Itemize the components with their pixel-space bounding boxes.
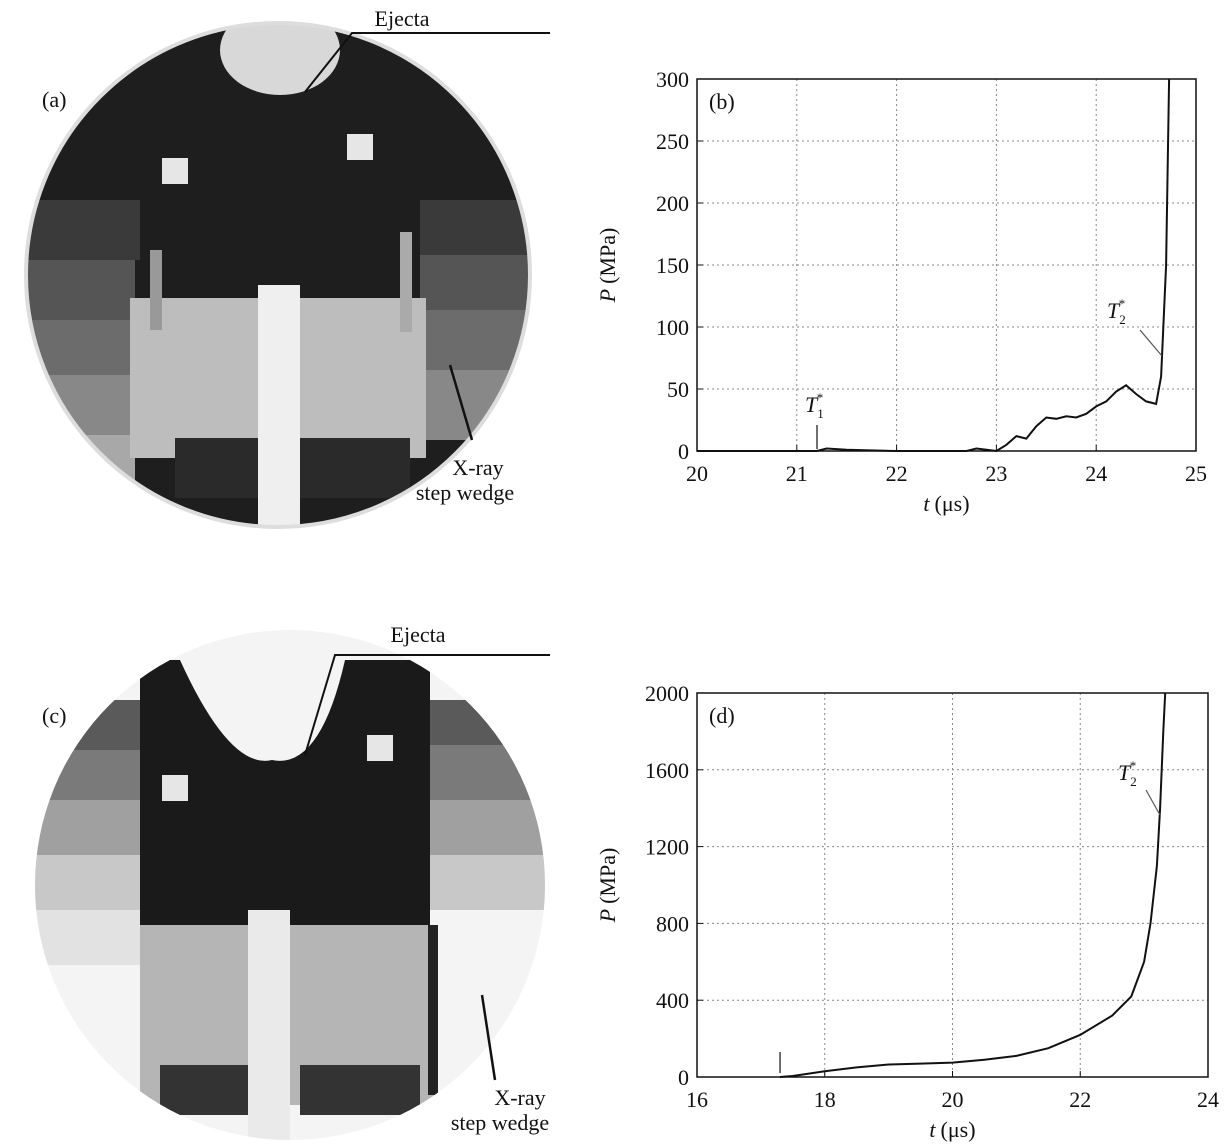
y-tick-label: 250 [656, 129, 689, 154]
annotation-sub: 2 [1119, 312, 1126, 327]
x-tick-label: 24 [1085, 461, 1107, 486]
annotation: step wedge [416, 480, 514, 505]
x-tick-label: 20 [942, 1087, 964, 1112]
annotation: T1* [805, 390, 824, 421]
x-tick-label: 18 [814, 1087, 836, 1112]
y-tick-label: 50 [667, 377, 689, 402]
annotation-sup: * [1119, 296, 1126, 311]
axis-unit: (μs) [941, 1117, 976, 1142]
axis-unit: (MPa) [595, 228, 620, 284]
x-tick-label: 20 [686, 461, 708, 486]
leader [480, 994, 497, 1081]
panel-label: (b) [709, 89, 735, 114]
y-tick-label: 100 [656, 315, 689, 340]
plot-frame [696, 692, 1209, 1078]
axis-symbol: t [923, 491, 930, 516]
chart: 16 18 20 22 24 0 400 800 1200 1600 2000 t (μs) P (MPa)… [595, 681, 1219, 1142]
annotation-sup: * [1130, 758, 1137, 773]
axis-symbol: P [595, 289, 620, 303]
x-tick-label: 22 [886, 461, 908, 486]
axis-symbol: t [929, 1117, 936, 1142]
panel-label: (d) [709, 703, 735, 728]
panel-label: (c) [42, 703, 66, 728]
annotation-arrow [1145, 789, 1161, 816]
y-tick-label: 1200 [645, 835, 689, 860]
annotation-arrow [1139, 329, 1163, 357]
y-tick-label: 300 [656, 67, 689, 92]
y-tick-label: 200 [656, 191, 689, 216]
annotation: X-ray [494, 1085, 545, 1110]
y-tick-label: 1600 [645, 758, 689, 783]
annotation-sub: 1 [817, 406, 824, 421]
axis-title: P (MPa) [595, 848, 620, 924]
y-tick-label: 0 [678, 1065, 689, 1090]
leader [448, 364, 474, 441]
radiograph-c [35, 630, 545, 1140]
annotation: T2* [1107, 296, 1126, 327]
annotation: T2* [1118, 758, 1137, 789]
y-tick-label: 150 [656, 253, 689, 278]
panel-label: (a) [42, 87, 66, 112]
annotation-sub: 2 [1130, 774, 1137, 789]
x-tick-label: 25 [1185, 461, 1207, 486]
y-tick-label: 800 [656, 911, 689, 936]
axis-symbol: P [595, 909, 620, 923]
x-tick-label: 23 [985, 461, 1007, 486]
annotation-symbol: T [1118, 760, 1132, 785]
annotation: X-ray [452, 455, 503, 480]
axis-unit: (μs) [935, 491, 970, 516]
y-tick-label: 0 [678, 439, 689, 464]
x-tick-label: 16 [686, 1087, 708, 1112]
axis-title: t (μs) [923, 491, 969, 516]
axis-title: t (μs) [929, 1117, 975, 1142]
annotation: Ejecta [375, 6, 430, 31]
annotation: Ejecta [391, 622, 446, 647]
annotation-symbol: T [1107, 298, 1121, 323]
plot-frame [696, 78, 1197, 452]
data-line [697, 78, 1171, 453]
axis-title: P (MPa) [595, 228, 620, 304]
leader [304, 32, 550, 93]
annotation-sup: * [817, 390, 824, 405]
x-tick-label: 21 [786, 461, 808, 486]
x-tick-label: 22 [1069, 1087, 1091, 1112]
annotation-symbol: T [805, 392, 819, 417]
leader [304, 654, 550, 756]
x-tick-label: 24 [1197, 1087, 1219, 1112]
y-tick-label: 400 [656, 988, 689, 1013]
data-line [779, 692, 1167, 1078]
annotation: step wedge [451, 1110, 549, 1135]
y-tick-label: 2000 [645, 681, 689, 706]
axis-unit: (MPa) [595, 848, 620, 904]
radiograph-rim [24, 21, 532, 529]
